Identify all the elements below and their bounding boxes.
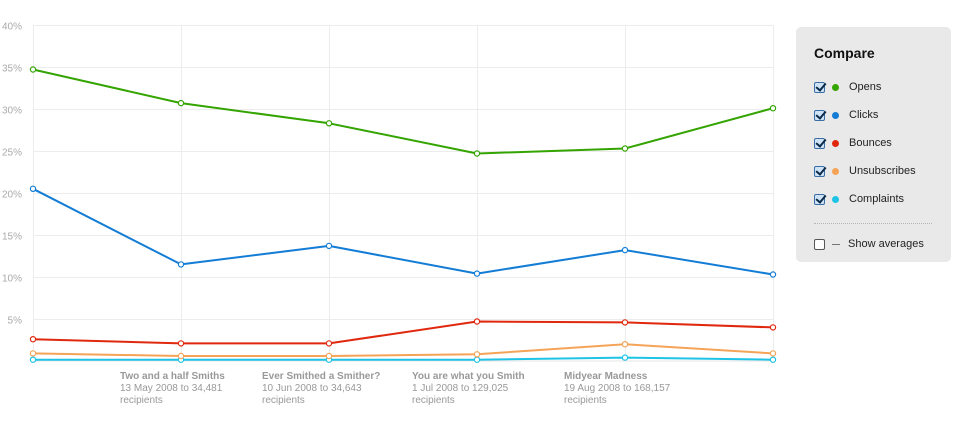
campaign-label: Ever Smithed a Smither? 10 Jun 2008 to 3… — [262, 371, 412, 407]
compare-item-label: Opens — [849, 81, 882, 93]
campaign-recipients: recipients — [120, 395, 163, 406]
data-point — [621, 246, 629, 254]
data-point — [769, 324, 777, 331]
data-point — [325, 352, 333, 360]
data-point — [29, 350, 37, 357]
series-line — [33, 356, 774, 361]
series-line — [32, 320, 774, 345]
opens-color-dot — [832, 83, 839, 91]
data-point — [621, 354, 629, 361]
y-tick-label: 5% — [8, 316, 23, 327]
campaign-detail: 10 Jun 2008 to 34,643 — [262, 383, 362, 394]
y-tick-label: 25% — [2, 148, 22, 159]
complaints-color-dot — [832, 195, 839, 203]
y-axis-labels: 5% 10% 15% 20% 25% 30% 35% 40% — [2, 22, 22, 327]
y-tick-label: 20% — [2, 190, 22, 201]
chart-series — [29, 66, 777, 363]
data-point — [473, 150, 481, 157]
series-line — [32, 343, 774, 357]
y-tick-label: 30% — [2, 106, 22, 117]
y-tick-label: 10% — [2, 274, 22, 285]
compare-item-clicks[interactable]: Clicks — [814, 101, 951, 129]
unsubscribes-color-dot — [832, 167, 839, 175]
compare-item-bounces[interactable]: Bounces — [814, 129, 951, 157]
series-clicks — [29, 185, 777, 278]
data-point — [177, 261, 185, 268]
campaign-recipients: recipients — [262, 395, 305, 406]
data-point — [621, 341, 629, 348]
campaign-recipients: recipients — [412, 395, 455, 406]
compare-item-opens[interactable]: Opens — [814, 73, 951, 101]
y-tick-label: 35% — [2, 64, 22, 75]
dash-icon — [832, 243, 840, 245]
campaign-name: Ever Smithed a Smither? — [262, 371, 381, 382]
clicks-checkbox[interactable] — [814, 109, 825, 121]
campaign-detail: 1 Jul 2008 to 129,025 — [412, 383, 509, 394]
campaign-recipients: recipients — [564, 395, 607, 406]
campaign-label: Midyear Madness 19 Aug 2008 to 168,157 r… — [564, 371, 714, 407]
data-point — [473, 351, 481, 358]
data-point — [325, 340, 333, 347]
show-averages-label: Show averages — [848, 238, 924, 250]
clicks-color-dot — [832, 111, 839, 119]
compare-item-label: Bounces — [849, 137, 892, 149]
campaign-name: You are what you Smith — [412, 371, 525, 382]
series-line — [32, 68, 774, 155]
compare-item-label: Complaints — [849, 193, 905, 205]
data-point — [621, 319, 629, 326]
data-point — [325, 242, 333, 250]
series-unsubscribes — [29, 341, 777, 360]
chart-grid — [33, 25, 774, 362]
campaign-label: Two and a half Smiths 13 May 2008 to 34,… — [120, 371, 270, 407]
data-point — [769, 271, 777, 278]
show-averages-checkbox[interactable] — [814, 238, 825, 250]
data-point — [325, 120, 333, 127]
series-line — [32, 187, 774, 276]
data-point — [29, 336, 37, 343]
data-point — [29, 185, 37, 192]
show-averages-toggle[interactable]: Show averages — [814, 230, 951, 258]
complaints-checkbox[interactable] — [814, 193, 825, 205]
y-tick-label: 15% — [2, 232, 22, 243]
series-opens — [29, 66, 777, 157]
data-point — [473, 270, 481, 277]
compare-item-unsubscribes[interactable]: Unsubscribes — [814, 157, 951, 185]
data-point — [769, 356, 777, 363]
campaign-detail: 19 Aug 2008 to 168,157 — [564, 383, 671, 394]
data-point — [473, 356, 481, 363]
divider — [814, 223, 932, 224]
compare-item-complaints[interactable]: Complaints — [814, 185, 951, 213]
data-point — [621, 145, 629, 152]
data-point — [29, 356, 37, 363]
campaign-name: Midyear Madness — [564, 371, 648, 382]
data-point — [473, 318, 481, 325]
data-point — [177, 99, 185, 107]
series-bounces — [29, 318, 777, 347]
bounces-color-dot — [832, 139, 839, 147]
data-point — [177, 340, 185, 347]
y-tick-label: 40% — [2, 22, 22, 33]
data-point — [769, 104, 777, 112]
unsubscribes-checkbox[interactable] — [814, 165, 825, 177]
campaign-detail: 13 May 2008 to 34,481 — [120, 383, 223, 394]
compare-panel: Compare Opens Clicks Bounces Unsubscribe… — [796, 27, 951, 262]
campaign-name: Two and a half Smiths — [120, 371, 225, 382]
line-chart: 5% 10% 15% 20% 25% 30% 35% 40% — [2, 22, 777, 363]
bounces-checkbox[interactable] — [814, 137, 825, 149]
compare-title: Compare — [814, 45, 875, 61]
campaign-label: You are what you Smith 1 Jul 2008 to 129… — [412, 371, 562, 407]
compare-item-label: Clicks — [849, 109, 879, 121]
data-point — [177, 352, 185, 360]
data-point — [769, 350, 777, 357]
compare-item-label: Unsubscribes — [849, 165, 916, 177]
data-point — [29, 66, 37, 73]
opens-checkbox[interactable] — [814, 81, 825, 93]
